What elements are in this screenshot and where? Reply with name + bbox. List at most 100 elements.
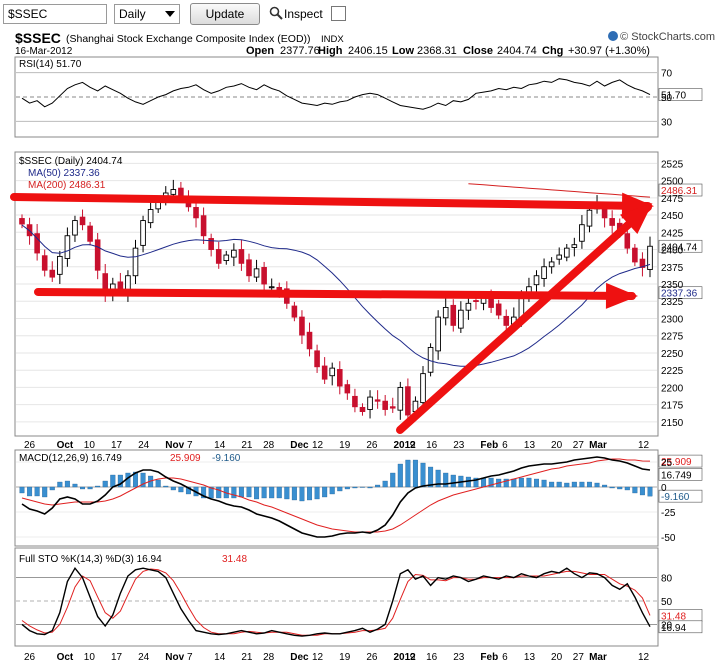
- candle: [647, 245, 653, 270]
- macd-histogram-bar: [140, 472, 146, 488]
- price-tick-label: 2350: [661, 280, 684, 291]
- macd-histogram-bar: [647, 486, 653, 497]
- x-tick-label-bottom: 24: [138, 652, 150, 663]
- candle: [178, 187, 184, 197]
- grid-lines: [16, 72, 657, 625]
- x-tick-label: 28: [263, 440, 275, 451]
- macd-histogram-bar: [163, 485, 169, 488]
- ticker-input[interactable]: [3, 4, 107, 24]
- macd-histogram-bar: [579, 481, 585, 488]
- macd-hist-tag: -9.160: [661, 492, 690, 503]
- macd-histogram-bar: [110, 474, 116, 488]
- close-tag: 2404.74: [661, 242, 698, 253]
- macd-histogram-bar: [602, 484, 608, 488]
- macd-histogram-bar: [19, 486, 25, 494]
- sto-tick-label: 20: [661, 620, 673, 631]
- x-tick-label: 20: [551, 440, 563, 451]
- macd-histogram-bar: [420, 462, 426, 488]
- macd-histogram-bar: [201, 486, 207, 499]
- candle: [344, 384, 351, 394]
- macd-legend-hist: -9.160: [212, 453, 241, 464]
- candle: [223, 254, 230, 262]
- x-tick-label: Oct: [57, 440, 74, 451]
- candle: [117, 281, 124, 290]
- price-panel: [14, 151, 659, 437]
- x-tick-label-bottom: Mar: [589, 652, 607, 663]
- candle: [639, 258, 646, 268]
- candle: [34, 233, 40, 254]
- low-value: 2368.31: [417, 45, 457, 57]
- x-tick-label-bottom: 19: [339, 652, 351, 663]
- candle: [299, 316, 305, 336]
- high-value: 2406.15: [348, 45, 388, 57]
- period-select[interactable]: Daily: [114, 4, 180, 24]
- macd-histogram-bar: [481, 477, 487, 488]
- macd-histogram-bar: [443, 472, 449, 488]
- candle: [72, 220, 78, 236]
- update-button[interactable]: Update: [190, 3, 260, 25]
- magnifier-icon: [269, 6, 283, 20]
- macd-layer: 25.909 16.749 -9.160: [19, 454, 703, 538]
- macd-panel: [14, 449, 659, 547]
- x-tick-label-bottom: 17: [111, 652, 123, 663]
- macd-signal-tag: 25.909: [661, 457, 692, 468]
- macd-histogram-bar: [299, 486, 305, 502]
- x-tick-label-bottom: Oct: [57, 652, 74, 663]
- sto-panel: [14, 547, 659, 647]
- candle: [329, 367, 336, 377]
- rsi-tick-label: 70: [661, 69, 673, 80]
- macd-histogram-bar: [397, 463, 403, 488]
- candle: [352, 395, 358, 408]
- macd-histogram-bar: [208, 486, 214, 499]
- candle: [397, 386, 404, 411]
- ma200-line: [468, 183, 651, 198]
- macd-histogram-bar: [132, 471, 138, 488]
- candle: [132, 247, 139, 277]
- chart-date: 16-Mar-2012: [15, 46, 73, 57]
- x-tick-label: 23: [453, 440, 465, 451]
- sto-legend: Full STO %K(14,3) %D(3) 16.94: [19, 554, 162, 565]
- price-tick-label: 2150: [661, 418, 684, 429]
- candle: [41, 255, 48, 271]
- macd-histogram-bar: [541, 479, 547, 488]
- x-tick-label-bottom: 21: [241, 652, 253, 663]
- macd-histogram-bar: [307, 486, 313, 501]
- macd-value-tag-box: [658, 467, 703, 481]
- ma50-tag: 2337.36: [661, 289, 698, 300]
- macd-histogram-bar: [473, 477, 479, 488]
- price-tick-label: 2375: [661, 263, 684, 274]
- sto-k-tag: 16.94: [661, 623, 686, 634]
- low-label: Low: [392, 45, 414, 57]
- candle: [193, 207, 199, 219]
- macd-tick-label: -50: [661, 533, 676, 544]
- macd-histogram-bar: [488, 477, 494, 488]
- price-tick-label: 2225: [661, 366, 684, 377]
- macd-value-tag: 16.749: [661, 470, 692, 481]
- ma200-tag-box: [658, 183, 703, 197]
- macd-histogram-bar: [102, 480, 108, 488]
- price-tick-label: 2325: [661, 297, 684, 308]
- inspect-checkbox[interactable]: [331, 6, 346, 21]
- x-tick-label: Mar: [589, 440, 607, 451]
- chart-exchange: INDX: [321, 34, 344, 45]
- candle: [49, 269, 56, 278]
- macd-histogram-bar: [170, 486, 176, 491]
- chg-value: +30.97 (+1.30%): [568, 45, 650, 57]
- macd-histogram-bar: [64, 480, 70, 488]
- macd-histogram-bar: [95, 485, 101, 488]
- price-legend-ma200: MA(200) 2486.31: [28, 180, 106, 191]
- macd-histogram-bar: [216, 486, 222, 499]
- candle: [571, 244, 578, 248]
- x-tick-label: 26: [366, 440, 378, 451]
- price-tick-label: 2200: [661, 383, 684, 394]
- chevron-down-icon: [165, 11, 175, 17]
- x-tick-label-bottom: Nov: [165, 652, 184, 663]
- sto-tick-label: 50: [661, 597, 673, 608]
- logo-text: © StockCharts.com: [620, 31, 715, 43]
- x-tick-label: 12: [312, 440, 324, 451]
- candle: [359, 406, 366, 413]
- chg-label: Chg: [542, 45, 563, 57]
- macd-histogram-bar: [624, 486, 630, 491]
- sto-k-tag-box: [658, 620, 703, 634]
